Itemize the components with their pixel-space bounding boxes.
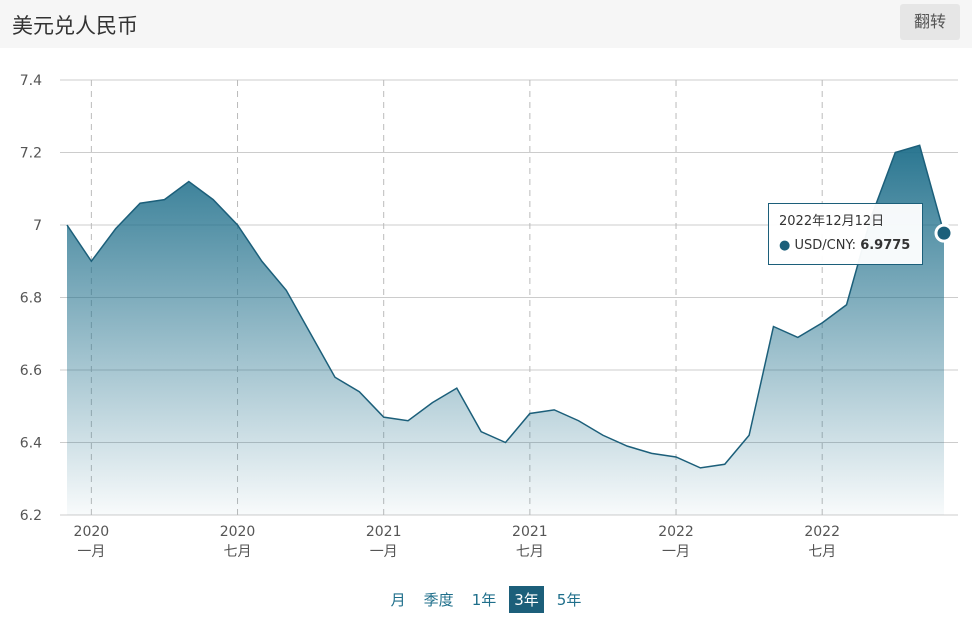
range-button[interactable]: 5年: [556, 591, 582, 609]
range-button[interactable]: 3年: [509, 586, 544, 613]
range-button[interactable]: 月: [390, 591, 406, 609]
tooltip-date: 2022年12月12日: [779, 214, 885, 229]
tooltip: 2022年12月12日 ● USD/CNY: 6.9775: [768, 203, 923, 265]
x-tick-label: 2021: [512, 524, 548, 540]
x-tick-label: 2022: [658, 524, 694, 540]
flip-button[interactable]: 翻转: [900, 4, 960, 40]
header: 美元兑人民币 翻转: [0, 0, 972, 48]
title: 美元兑人民币: [12, 14, 138, 38]
area: [67, 145, 944, 515]
x-tick-label: 一月: [662, 544, 690, 560]
x-tick-label: 七月: [224, 544, 252, 560]
x-tick-label: 2022: [804, 524, 840, 540]
highlight-point: [934, 223, 954, 243]
x-tick-label: 2020: [74, 524, 110, 540]
y-tick-label: 7.4: [20, 73, 42, 89]
y-tick-label: 6.4: [20, 436, 42, 452]
chart: 6.2 6.4 6.6 6.8 7 7.2 7.4 2020 一月 2020 七月 2021 一月 202…: [20, 73, 958, 560]
y-tick-label: 6.8: [20, 291, 42, 307]
y-tick-label: 7.2: [20, 146, 42, 162]
y-tick-label: 7: [33, 218, 42, 234]
x-tick-label: 七月: [808, 544, 836, 560]
tooltip-value: 6.9775: [860, 238, 911, 253]
x-tick-label: 七月: [516, 544, 544, 560]
range-selector: 月季度 1年 3年 5年: [0, 586, 972, 613]
tooltip-row: ● USD/CNY: 6.9775: [779, 238, 911, 253]
y-tick-label: 6.2: [20, 508, 42, 524]
x-tick-label: 2021: [366, 524, 402, 540]
tooltip-label: USD/CNY:: [794, 238, 857, 253]
range-button[interactable]: 1年: [471, 591, 497, 609]
line: [66, 144, 945, 469]
x-tick-label: 2020: [220, 524, 256, 540]
x-tick-label: 一月: [77, 544, 105, 560]
range-button[interactable]: 季度: [423, 591, 454, 609]
x-tick-label: 一月: [370, 544, 398, 560]
y-tick-label: 6.6: [20, 363, 42, 379]
